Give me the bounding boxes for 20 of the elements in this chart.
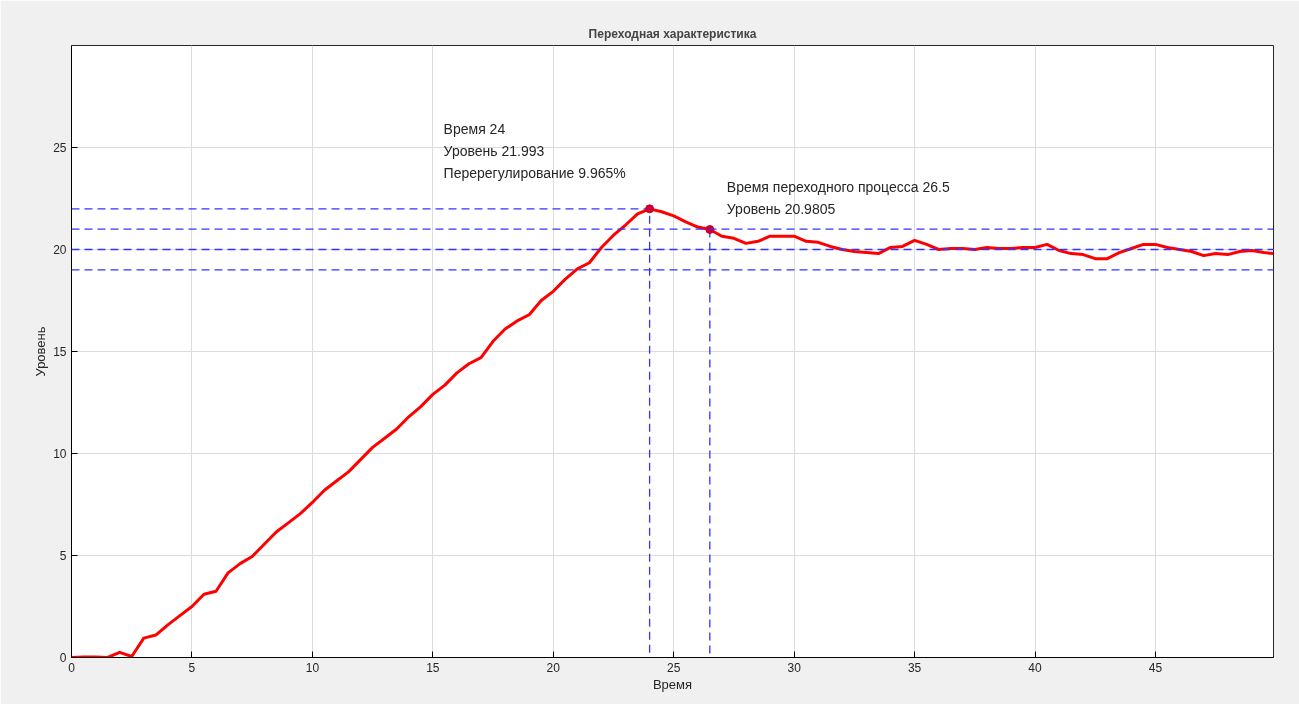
y-tick-label: 20	[53, 243, 67, 257]
y-tick-label: 15	[53, 345, 67, 359]
y-tick-label: 0	[59, 651, 67, 665]
y-tick-label: 10	[53, 447, 67, 461]
x-tick-label: 20	[546, 660, 561, 675]
chart-title: Переходная характеристика	[588, 26, 757, 41]
x-tick-label: 45	[1148, 660, 1163, 675]
annotation: Время 24 Уровень 21.993 Перерегулирование 9.965%	[443, 120, 626, 181]
y-axis-title: Уровень	[33, 326, 49, 377]
y-tick-label: 25	[53, 141, 67, 155]
x-tick-label: 25	[667, 660, 681, 675]
annotation: Время переходного процесса 26.5 Уровень 20.9805	[726, 179, 950, 218]
x-tick-label: 5	[188, 660, 196, 675]
x-tick-label: 40	[1028, 660, 1043, 675]
x-axis-title: Время	[652, 676, 693, 692]
x-tick-label: 35	[907, 660, 922, 675]
x-tick-label: 30	[787, 660, 802, 675]
x-tick-label: 15	[426, 660, 440, 675]
y-tick-label: 5	[59, 549, 67, 563]
x-tick-label: 10	[305, 660, 320, 675]
